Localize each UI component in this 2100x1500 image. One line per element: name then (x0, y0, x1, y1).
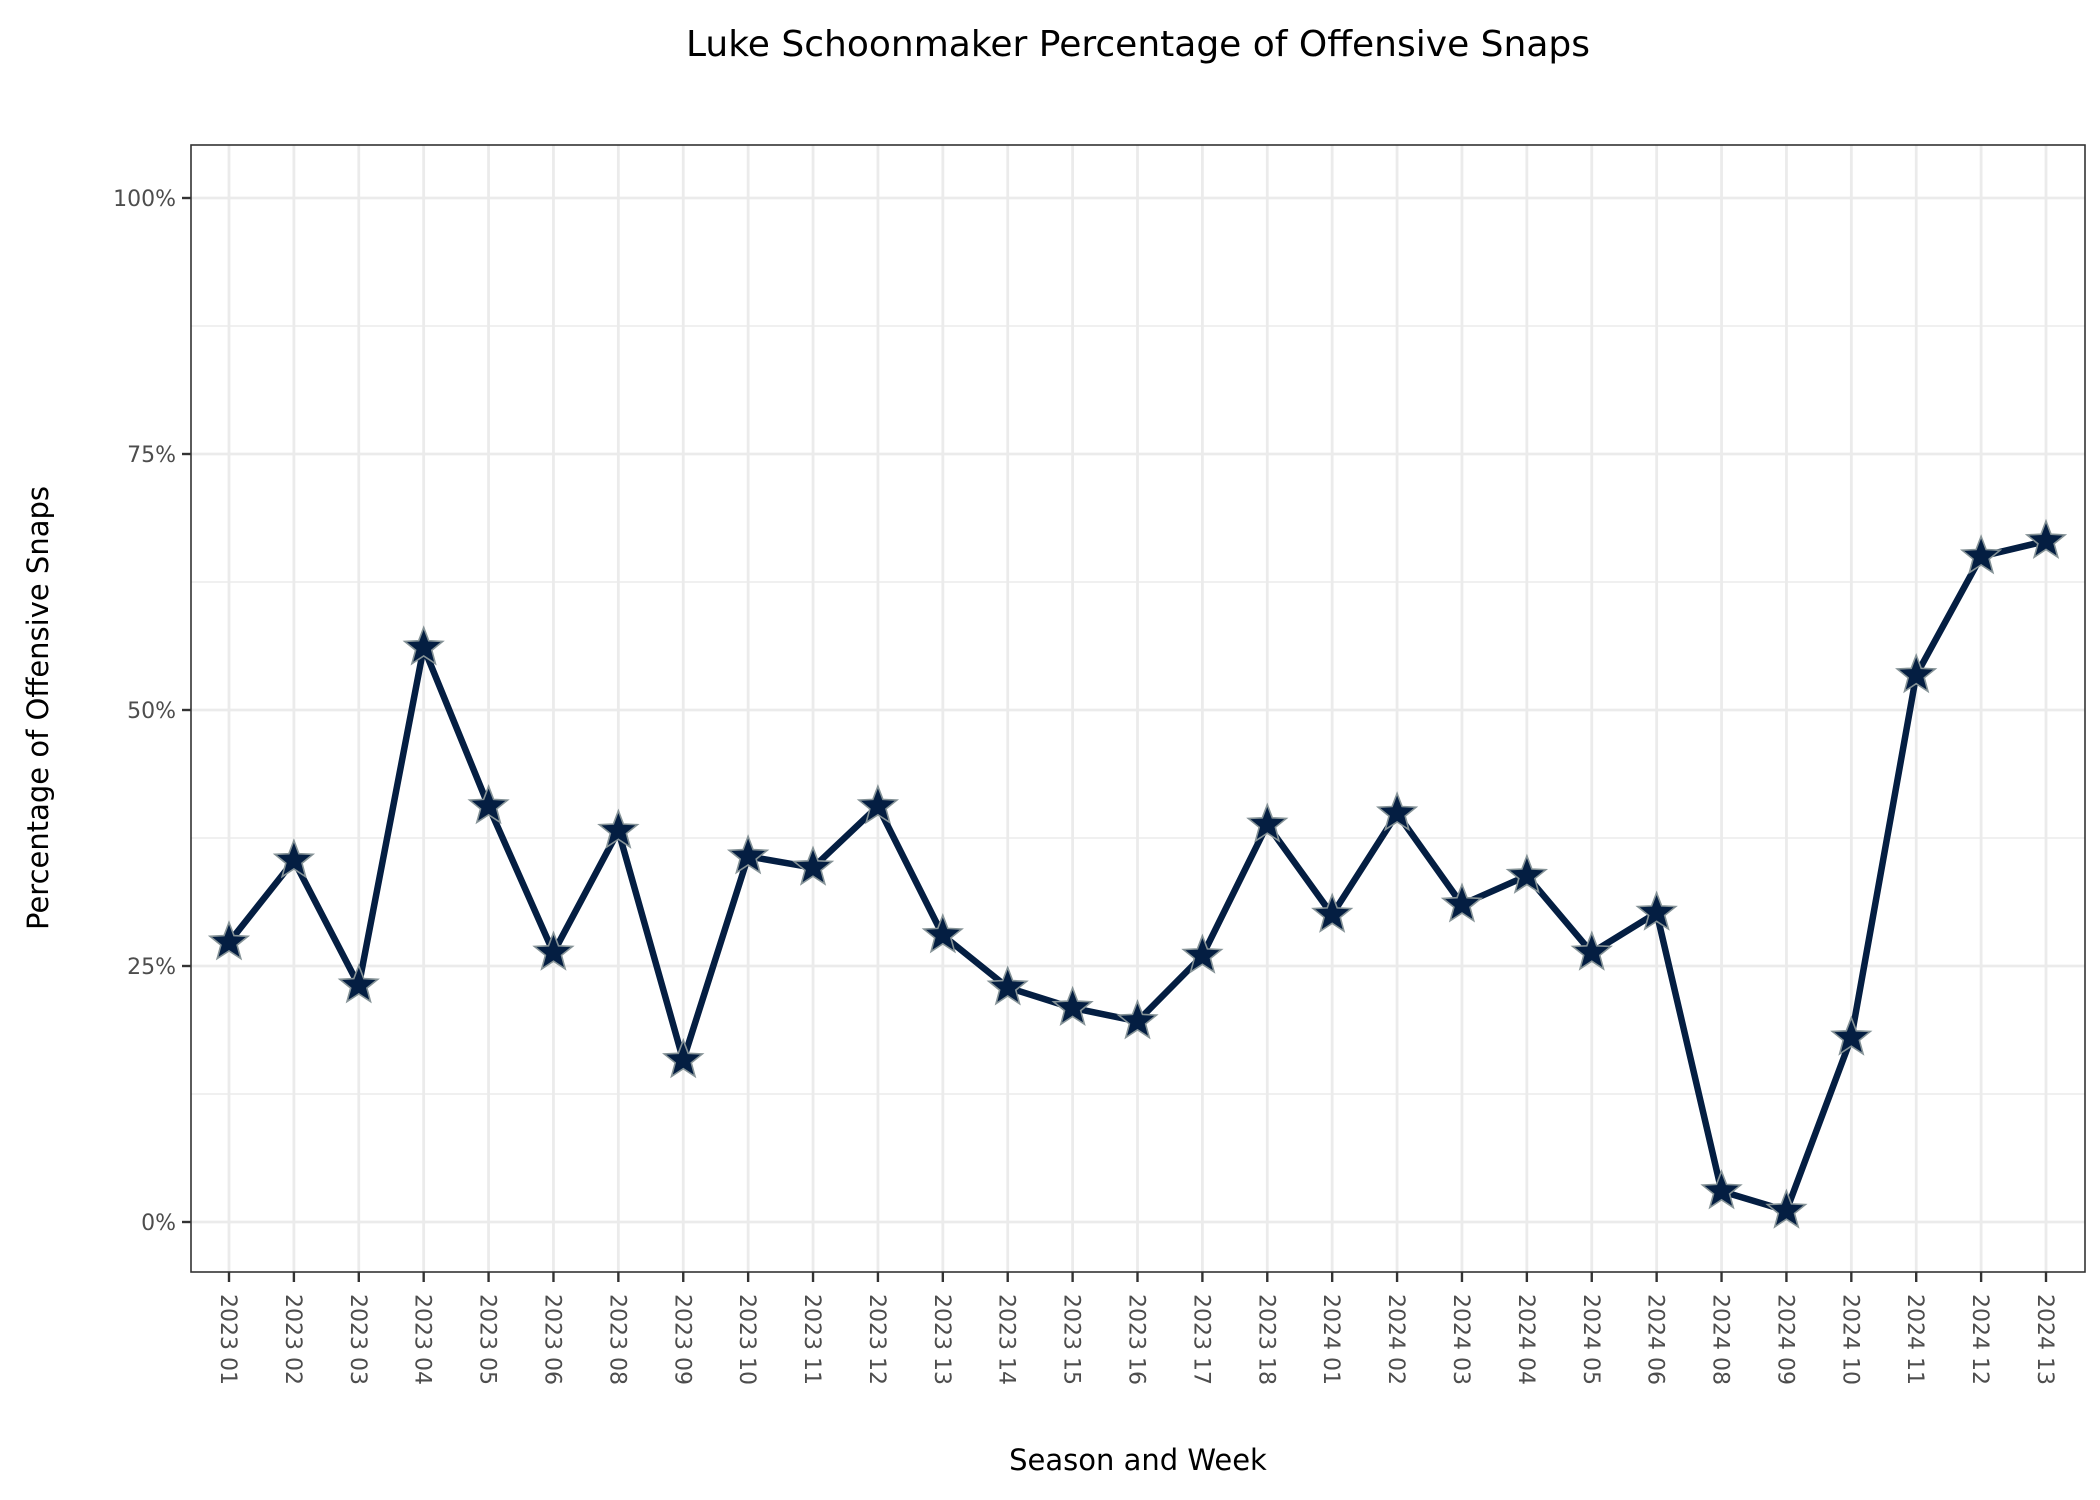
star-marker (337, 963, 380, 1004)
x-axis: 2023 01 2023 02 2023 03 2023 04 2023 05 2023 … (215, 1272, 2057, 1385)
x-tick-label: 2023 01 (215, 1294, 240, 1385)
star-marker (1440, 882, 1484, 923)
gridlines (191, 145, 2085, 1272)
star-marker (1570, 930, 1613, 971)
y-axis-title: Percentage of Offensive Snaps (21, 486, 55, 930)
star-marker (1505, 853, 1549, 894)
x-tick-label: 2023 14 (994, 1294, 1019, 1385)
star-marker (467, 784, 510, 825)
star-marker (1765, 1188, 1808, 1229)
x-tick-label: 2024 03 (1448, 1294, 1473, 1385)
y-tick-label: 50% (127, 699, 176, 724)
x-tick-label: 2023 12 (864, 1294, 889, 1385)
chart-title: Luke Schoonmaker Percentage of Offensive… (686, 24, 1590, 65)
x-tick-label: 2023 08 (604, 1294, 629, 1385)
star-marker (791, 845, 835, 886)
x-tick-label: 2023 11 (799, 1294, 824, 1385)
y-tick-label: 0% (141, 1211, 176, 1236)
x-tick-label: 2023 16 (1124, 1294, 1149, 1385)
x-tick-label: 2023 02 (280, 1294, 305, 1385)
x-tick-label: 2024 06 (1643, 1294, 1668, 1385)
star-marker (1635, 890, 1678, 931)
star-marker (1375, 791, 1419, 832)
x-tick-label: 2024 01 (1318, 1294, 1343, 1385)
star-marker (921, 913, 964, 954)
y-tick-label: 100% (113, 187, 176, 212)
x-tick-label: 2023 13 (929, 1294, 954, 1385)
x-tick-label: 2024 12 (1967, 1294, 1992, 1385)
x-tick-label: 2023 05 (475, 1294, 500, 1385)
y-axis: 0% 25% 50% 75% 100% (113, 187, 191, 1236)
star-marker (726, 834, 770, 875)
x-tick-label: 2023 04 (410, 1294, 435, 1385)
x-axis-title: Season and Week (1009, 1443, 1267, 1477)
star-marker (597, 808, 640, 849)
star-marker (1051, 985, 1094, 1027)
x-tick-label: 2024 13 (2032, 1294, 2057, 1385)
x-tick-label: 2023 18 (1253, 1294, 1278, 1385)
x-tick-label: 2024 11 (1902, 1294, 1927, 1385)
star-marker (1246, 802, 1289, 843)
star-marker (1700, 1169, 1743, 1210)
x-tick-label: 2023 06 (539, 1294, 564, 1385)
star-marker (532, 930, 575, 971)
star-marker (856, 784, 900, 825)
y-tick-label: 25% (127, 955, 176, 980)
x-tick-label: 2024 09 (1772, 1294, 1797, 1385)
x-tick-label: 2023 09 (669, 1294, 694, 1385)
star-marker (1830, 1015, 1873, 1056)
star-marker (1311, 892, 1354, 933)
data-points (207, 518, 2068, 1229)
star-marker (1181, 933, 1224, 974)
x-tick-label: 2024 04 (1513, 1294, 1538, 1385)
star-marker (402, 625, 445, 666)
star-marker (272, 838, 316, 879)
star-marker (1895, 652, 1938, 694)
star-marker (986, 965, 1029, 1006)
y-tick-label: 75% (127, 443, 176, 468)
x-tick-label: 2023 10 (734, 1294, 759, 1385)
x-tick-label: 2024 02 (1383, 1294, 1408, 1385)
x-tick-label: 2023 03 (345, 1294, 370, 1385)
star-marker (2024, 518, 2068, 560)
x-tick-label: 2024 08 (1708, 1294, 1733, 1385)
star-marker (1959, 534, 2003, 575)
star-marker (207, 920, 251, 961)
x-tick-label: 2024 10 (1837, 1294, 1862, 1385)
star-marker (662, 1037, 705, 1079)
x-tick-label: 2024 05 (1578, 1294, 1603, 1385)
star-marker (1116, 999, 1159, 1040)
x-tick-label: 2023 15 (1059, 1294, 1084, 1385)
x-tick-label: 2023 17 (1188, 1294, 1213, 1385)
